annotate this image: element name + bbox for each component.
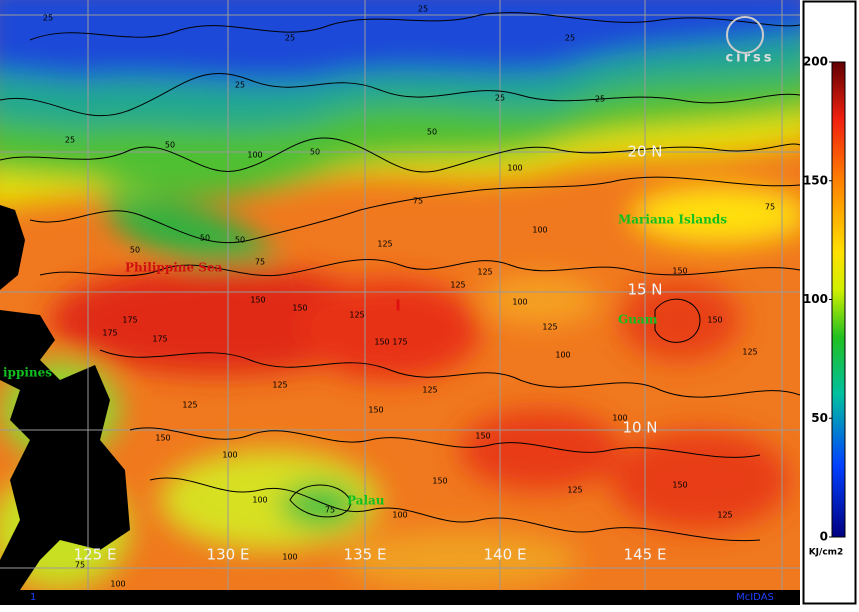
logo: cirss	[725, 16, 774, 66]
contour-label: 125	[272, 381, 287, 390]
contour-label: 50	[130, 246, 140, 255]
contour-label: 150	[672, 481, 687, 490]
contour-label: 100	[392, 511, 407, 520]
place-label: Guam	[618, 313, 658, 327]
contour-label: 150	[475, 432, 490, 441]
place-label: Philippine Sea	[125, 261, 223, 275]
contour-label: 150	[368, 406, 383, 415]
contours	[0, 12, 800, 542]
contour-label: 100	[282, 553, 297, 562]
place-labels: Philippine Sea Mariana Islands Guam Palau ip…	[3, 213, 727, 508]
grid-label: 135 E	[344, 546, 387, 564]
contour-label: 175	[392, 338, 407, 347]
grid-label: 145 E	[624, 546, 667, 564]
grid-labels: 20 N 15 N 10 N 125 E 130 E 135 E 140 E 145 E	[74, 143, 667, 564]
contour-label: 175	[122, 316, 137, 325]
colorbar-tick-label: 150	[803, 173, 828, 187]
grid-label: 15 N	[627, 281, 662, 299]
contour-label: 75	[413, 197, 423, 206]
contour-label: 100	[507, 164, 522, 173]
footer-right: McIDAS	[736, 592, 774, 603]
logo-text: cirss	[725, 51, 774, 66]
contour-label: 150	[250, 296, 265, 305]
contour-label: 150	[292, 304, 307, 313]
land	[0, 205, 130, 590]
contour-label: 125	[377, 240, 392, 249]
contour-label: 25	[595, 95, 605, 104]
contour-label: 100	[612, 414, 627, 423]
footer-left: 1	[30, 592, 36, 603]
contour-label: 50	[235, 236, 245, 245]
contour-label: 125	[567, 486, 582, 495]
contour-label: 50	[310, 148, 320, 157]
colorbar-panel: 0 50 100 150 200 KJ/cm2	[802, 0, 857, 605]
contour-label: 100	[222, 451, 237, 460]
contour-label: 125	[742, 348, 757, 357]
contour-label: 175	[102, 329, 117, 338]
contour-label: 125	[422, 386, 437, 395]
contour-label: 25	[418, 5, 428, 14]
place-label: Mariana Islands	[618, 213, 727, 227]
heat-field	[0, 0, 800, 590]
grid	[0, 0, 800, 590]
contour-label: 25	[235, 81, 245, 90]
contour-label: 150	[374, 338, 389, 347]
contour-label: 125	[542, 323, 557, 332]
contour-label: 100	[110, 580, 125, 589]
contour-label: 75	[325, 506, 335, 515]
contour-label: 100	[532, 226, 547, 235]
place-label: Palau	[347, 494, 385, 508]
contour-label: 175	[152, 335, 167, 344]
contour-label: 100	[512, 298, 527, 307]
contour-label: 25	[285, 34, 295, 43]
contour-label: 150	[155, 434, 170, 443]
contour-label: 25	[43, 14, 53, 23]
contour-label: 25	[565, 34, 575, 43]
colorbar	[831, 61, 846, 538]
contour-label: 150	[707, 316, 722, 325]
contour-label: 100	[555, 351, 570, 360]
grid-label: 125 E	[74, 546, 117, 564]
colorbar-tick-label: 50	[811, 411, 828, 425]
contour-labels: 25 25 25 25 25 25 25 25 50 50 50 50 50 50 75 75 75 75 75 10…	[43, 5, 775, 589]
contour-label: 125	[717, 511, 732, 520]
colorbar-tick-label: 0	[820, 530, 828, 544]
contour-label: 150	[672, 267, 687, 276]
contour-label: 125	[450, 281, 465, 290]
place-label: ippines	[3, 366, 52, 380]
grid-label: 10 N	[622, 419, 657, 437]
contour-label: 100	[247, 151, 262, 160]
storm-marker: I	[395, 297, 401, 315]
colorbar-unit: KJ/cm2	[809, 548, 844, 558]
contour-label: 125	[477, 268, 492, 277]
map: 25 25 25 25 25 25 25 25 50 50 50 50 50 50 75 75 75 75 75 10…	[0, 0, 800, 590]
grid-label: 140 E	[484, 546, 527, 564]
grid-label: 20 N	[627, 143, 662, 161]
contour-label: 75	[765, 203, 775, 212]
contour-label: 25	[65, 136, 75, 145]
contour-label: 100	[252, 496, 267, 505]
contour-label: 125	[349, 311, 364, 320]
colorbar-tick-label: 200	[803, 55, 828, 69]
grid-label: 130 E	[207, 546, 250, 564]
contour-label: 50	[165, 141, 175, 150]
colorbar-tick-label: 100	[803, 292, 828, 306]
contour-label: 25	[495, 94, 505, 103]
contour-label: 150	[432, 477, 447, 486]
contour-label: 125	[182, 401, 197, 410]
contour-label: 75	[255, 258, 265, 267]
contour-label: 50	[427, 128, 437, 137]
footer-bar	[0, 590, 800, 605]
contour-label: 50	[200, 234, 210, 243]
contour-label: 75	[75, 561, 85, 570]
